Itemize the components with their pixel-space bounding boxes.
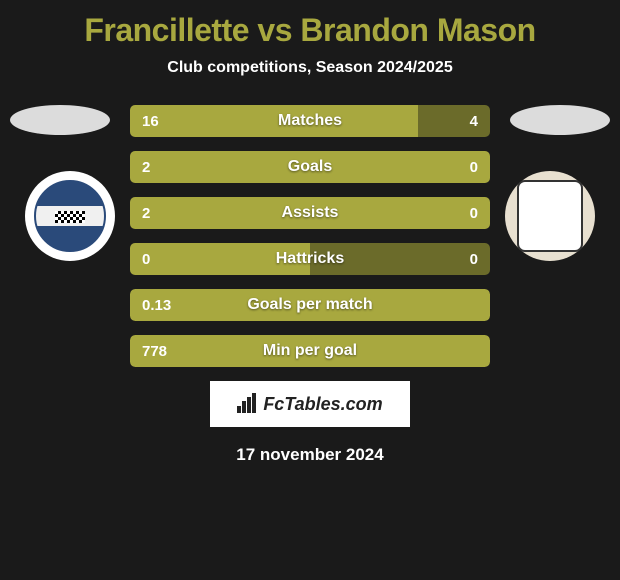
stat-row: Min per goal778 [130,335,490,367]
fctables-logo-icon [237,395,259,413]
shadow-ellipse-left [10,105,110,135]
stat-value-right: 0 [470,251,478,268]
stat-row: Matches16 4 [130,105,490,137]
stat-value-left: 16 [142,113,159,130]
club-crest-right [505,171,595,261]
stat-value-left: 0.13 [142,297,171,314]
eastleigh-badge-icon [34,180,106,252]
subtitle: Club competitions, Season 2024/2025 [0,59,620,77]
stat-row: Goals per match0.13 [130,289,490,321]
stat-label: Hattricks [130,250,490,268]
stat-label: Goals [130,158,490,176]
date-text: 17 november 2024 [0,445,620,465]
brand-box: FcTables.com [210,381,410,427]
stat-value-right: 4 [470,113,478,130]
stat-row: Assists2 0 [130,197,490,229]
page-title: Francillette vs Brandon Mason [0,0,620,49]
comparison-area: Matches164Goals20Assists20Hattricks00Goa… [0,105,620,367]
stat-value-right: 0 [470,205,478,222]
stat-row: Hattricks0 0 [130,243,490,275]
stat-label: Min per goal [130,342,490,360]
stats-bars: Matches164Goals20Assists20Hattricks00Goa… [130,105,490,367]
shadow-ellipse-right [510,105,610,135]
stat-value-left: 0 [142,251,150,268]
wealdstone-badge-icon [517,180,583,252]
club-crest-left [25,171,115,261]
stat-label: Goals per match [130,296,490,314]
stat-value-left: 2 [142,159,150,176]
brand-text: FcTables.com [263,394,382,415]
stat-label: Matches [130,112,490,130]
stat-value-left: 778 [142,343,167,360]
stat-value-right: 0 [470,159,478,176]
stat-value-left: 2 [142,205,150,222]
stat-label: Assists [130,204,490,222]
stat-row: Goals2 0 [130,151,490,183]
